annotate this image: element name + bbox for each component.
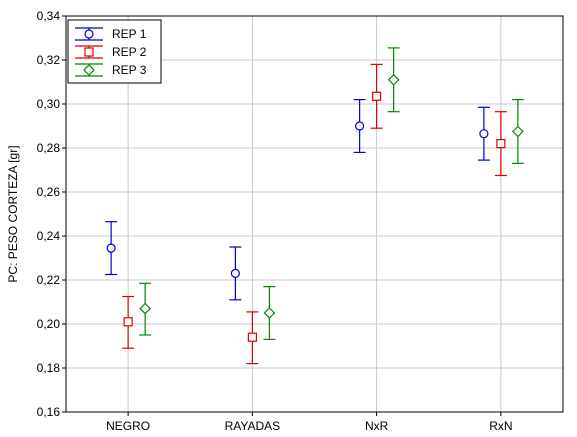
legend: REP 1 REP 2 REP 3	[67, 19, 162, 84]
data-point	[496, 139, 506, 149]
x-tick-label: RAYADAS	[225, 419, 281, 433]
legend-label: REP 1	[112, 27, 147, 41]
legend-marker	[84, 29, 94, 39]
x-axis-ticks: NEGRO RAYADAS NxR RxN	[106, 412, 513, 433]
legend-label: REP 3	[112, 63, 147, 77]
data-point	[372, 91, 382, 101]
legend-marker	[83, 64, 95, 76]
series-1	[105, 98, 490, 301]
data-point	[387, 73, 400, 86]
x-tick-label: NEGRO	[106, 419, 150, 433]
y-tick-label: 0,32	[37, 53, 61, 67]
y-tick-label: 0,24	[37, 229, 61, 243]
y-tick-label: 0,20	[37, 317, 61, 331]
legend-items: REP 1 REP 2 REP 3	[75, 27, 147, 77]
data-point	[263, 307, 276, 319]
series-2	[122, 63, 507, 365]
data-series	[105, 47, 524, 365]
data-point	[123, 317, 133, 327]
y-tick-label: 0,34	[37, 9, 61, 23]
plot-frame	[65, 15, 564, 413]
legend-item: REP 3	[75, 63, 147, 77]
data-point	[106, 243, 116, 253]
x-tick-label: RxN	[489, 419, 512, 433]
y-axis-title: PC: PESO CORTEZA [gr]	[6, 145, 20, 282]
data-point	[230, 268, 240, 278]
legend-label: REP 2	[112, 45, 147, 59]
y-tick-label: 0,16	[37, 405, 61, 419]
data-point	[512, 125, 524, 138]
legend-item: REP 2	[75, 45, 147, 59]
y-tick-label: 0,26	[37, 185, 61, 199]
y-tick-label: 0,28	[37, 141, 61, 155]
x-tick-label: NxR	[365, 419, 389, 433]
legend-item: REP 1	[75, 27, 147, 41]
y-axis-ticks: 0,16 0,18 0,20 0,22 0,24 0,26 0,28 0,30 0,32 0,34	[37, 9, 66, 419]
data-point	[355, 121, 365, 131]
y-tick-label: 0,30	[37, 97, 61, 111]
legend-marker	[84, 47, 94, 57]
data-point	[479, 129, 489, 139]
data-point	[139, 302, 151, 315]
y-tick-label: 0,22	[37, 273, 61, 287]
legend-box	[67, 19, 162, 84]
series-3	[139, 47, 524, 340]
plot-border	[65, 15, 564, 413]
y-tick-label: 0,18	[37, 361, 61, 375]
data-point	[247, 332, 257, 342]
